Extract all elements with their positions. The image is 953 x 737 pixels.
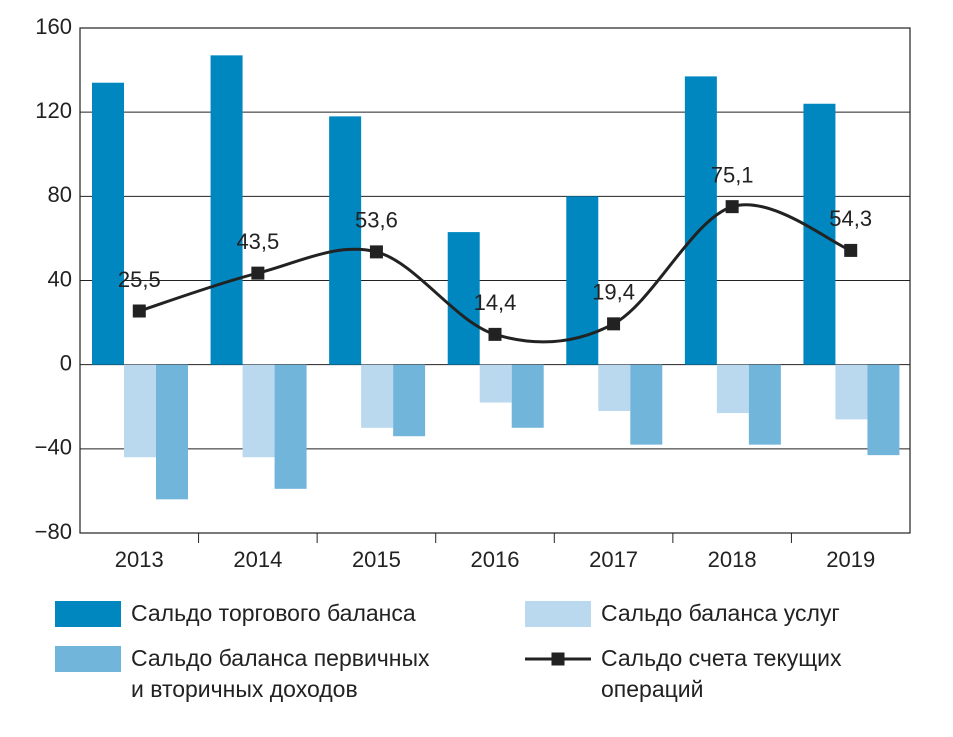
bar [124, 364, 156, 458]
plot-frame [79, 27, 911, 534]
y-tick-label: 40 [48, 266, 72, 291]
y-tick-label: −40 [35, 435, 72, 460]
legend: Сальдо торгового баланса Сальдо баланса у… [55, 598, 935, 705]
legend-item: Сальдо торгового баланса [55, 598, 525, 629]
y-tick-label: −80 [35, 519, 72, 544]
x-tick-label: 2018 [708, 547, 757, 572]
legend-box [55, 601, 121, 627]
bar [361, 364, 394, 428]
bar [447, 232, 480, 365]
y-tick-label: 80 [48, 182, 72, 207]
legend-item: Сальдо счета текущих операций [525, 643, 925, 705]
bar [630, 364, 663, 445]
marker [607, 317, 621, 331]
legend-item: Сальдо баланса услуг [525, 598, 925, 629]
bar [329, 116, 362, 365]
x-tick-label: 2013 [115, 547, 164, 572]
value-label: 53,6 [355, 208, 398, 233]
value-label: 54,3 [829, 206, 872, 231]
marker [251, 266, 265, 280]
legend-label: Сальдо баланса услуг [601, 600, 840, 626]
x-tick-label: 2016 [471, 547, 520, 572]
y-tick-label: 160 [35, 14, 72, 39]
line [138, 203, 852, 344]
bar [511, 364, 544, 428]
bar [598, 364, 631, 411]
value-label: 14,4 [474, 290, 517, 315]
bar [748, 364, 781, 445]
value-label: 75,1 [711, 162, 754, 187]
bar [867, 364, 900, 456]
x-tick-label: 2015 [352, 547, 401, 572]
marker [132, 304, 146, 318]
legend-label: Сальдо счета текущих операций [601, 645, 842, 702]
legend-swatch [55, 646, 121, 672]
legend-swatch [525, 652, 591, 666]
legend-label: Сальдо торгового баланса [131, 600, 416, 626]
bar [684, 76, 717, 365]
legend-swatch [55, 601, 121, 627]
bar [156, 364, 188, 500]
x-tick-label: 2017 [589, 547, 638, 572]
legend-swatch [525, 601, 591, 627]
value-label: 19,4 [592, 280, 635, 305]
bar [242, 364, 275, 458]
chart: −80 −40 0 40 80 120 160 2013 2014 2015 2016 2017 201… [35, 14, 911, 572]
bar [210, 55, 243, 365]
legend-marker [551, 652, 565, 666]
bar [835, 364, 868, 420]
y-tick-label: 120 [35, 98, 72, 123]
legend-label: Сальдо баланса первичных и вторичных дох… [131, 645, 430, 702]
x-tick-label: 2014 [233, 547, 282, 572]
y-tick-label: 0 [60, 350, 72, 375]
marker [844, 243, 858, 257]
value-label: 25,5 [118, 267, 161, 292]
value-label: 43,5 [236, 229, 279, 254]
x-tick-label: 2019 [826, 547, 875, 572]
legend-box [55, 646, 121, 672]
marker [369, 245, 383, 259]
legend-box [525, 601, 591, 627]
bar [479, 364, 512, 403]
bar [716, 364, 749, 414]
legend-item: Сальдо баланса первичных и вторичных дох… [55, 643, 525, 705]
bar [274, 364, 307, 489]
bar [92, 82, 124, 365]
marker [725, 200, 739, 214]
marker [488, 327, 502, 341]
bar [393, 364, 426, 437]
